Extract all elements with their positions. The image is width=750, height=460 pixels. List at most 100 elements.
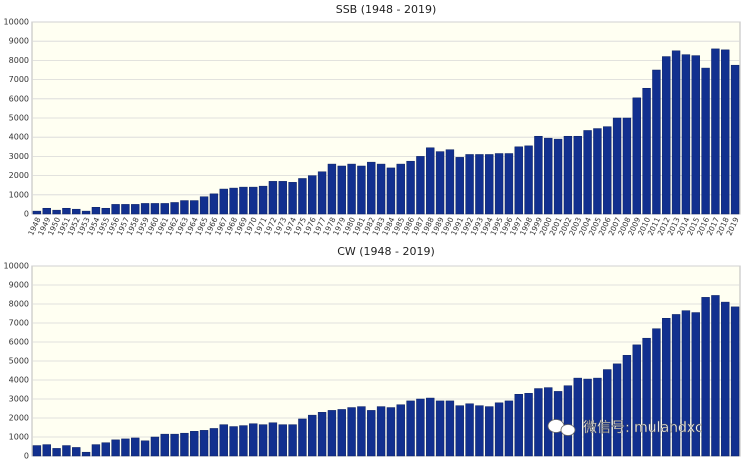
y-tick-label: 2000 [9,414,29,423]
y-tick-label: 1000 [9,190,29,199]
y-tick-label: 6000 [9,338,29,347]
bar [101,207,110,215]
bar [730,64,740,215]
bar [62,445,71,457]
bar [475,405,484,457]
bar [72,208,81,215]
bar [544,137,553,215]
bar [62,207,71,215]
y-tick-label: 9000 [9,37,29,46]
bar [367,410,376,457]
bar [140,203,150,215]
y-tick-label: 5000 [9,357,29,366]
bar [465,403,474,457]
y-tick-label: 6000 [9,94,29,103]
y-tick-label: 3000 [9,395,29,404]
bar [691,55,700,215]
bar [278,424,287,457]
bar [317,412,327,457]
bar [52,209,61,215]
chart-title: CW (1948 - 2019) [337,245,435,258]
bar [730,306,740,457]
bar [81,210,91,215]
bar [101,442,110,457]
bar [455,157,464,215]
bar [406,160,415,215]
bar [190,200,199,215]
y-tick-label: 0 [24,210,29,219]
bar [32,210,42,215]
bar [681,54,691,215]
bar [81,451,91,457]
bar [465,154,474,215]
bar [573,377,582,457]
bar [396,163,405,215]
bar [563,135,573,215]
bar [524,145,533,215]
bar [426,397,435,457]
bar [367,161,376,215]
bar [622,117,632,215]
bar [652,328,661,457]
bar [268,181,278,215]
bar [494,153,504,215]
bar [52,448,61,457]
bar [514,146,523,215]
bar [347,163,356,215]
bar [170,202,179,215]
bar [347,407,356,457]
bar [642,337,651,457]
bar [249,423,258,457]
bar [445,149,455,215]
bar [662,318,671,457]
bar [386,407,396,457]
bar [288,182,297,215]
bar [534,388,543,457]
y-tick-label: 3000 [9,152,29,161]
bar [632,97,641,215]
y-tick-label: 10000 [4,262,29,271]
bar [199,196,209,215]
bar [711,295,720,457]
bar [485,406,494,457]
chart-title: SSB (1948 - 2019) [336,3,437,16]
bar [239,186,248,215]
bar [229,187,238,215]
bar [563,385,573,457]
bar [524,393,533,457]
bar [504,400,514,457]
bar [662,56,671,215]
bar [298,418,307,457]
bar [258,424,268,457]
bar [396,404,405,457]
bar [131,204,140,215]
bar [593,377,602,457]
bar [209,193,219,215]
bar [612,363,622,457]
bar [160,203,169,215]
bar [209,428,219,457]
bar [652,69,661,215]
bar [701,297,710,457]
bar [308,414,317,457]
bar [131,437,140,457]
y-tick-label: 10000 [4,18,29,27]
bar [111,439,120,457]
bar [681,310,691,457]
bar [199,430,209,457]
bar [632,344,641,457]
bar [32,445,42,457]
bar [642,87,651,215]
bar [455,405,464,457]
bar [583,130,592,215]
bar [180,200,189,215]
bar [180,432,189,457]
bar [91,207,101,215]
y-tick-label: 5000 [9,114,29,123]
y-tick-label: 2000 [9,171,29,180]
bar [386,167,396,215]
bar [514,394,523,457]
bar [583,378,592,457]
bar [435,400,445,457]
y-tick-label: 4000 [9,133,29,142]
